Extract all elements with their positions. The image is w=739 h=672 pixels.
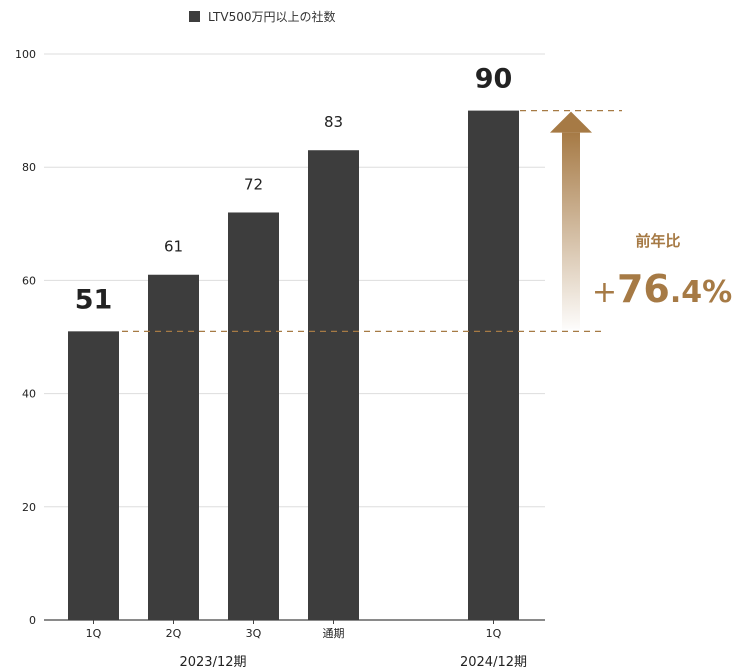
bar [308, 150, 359, 620]
y-tick-label: 80 [22, 161, 36, 174]
legend-swatch [189, 11, 200, 22]
x-tick-label: 3Q [246, 627, 262, 640]
growth-arrow-shaft [562, 132, 580, 330]
bar [228, 212, 279, 621]
x-group-label: 2024/12期 [460, 655, 527, 670]
y-tick-label: 0 [29, 614, 36, 627]
data-label: 90 [475, 64, 513, 95]
legend-label: LTV500万円以上の社数 [208, 9, 335, 24]
x-tick-label: 1Q [486, 627, 502, 640]
yoy-annotation: 前年比 +76.4% [122, 109, 732, 332]
gridlines [44, 53, 545, 621]
y-tick-label: 100 [15, 48, 36, 61]
data-label: 83 [324, 113, 343, 131]
growth-arrow-head-icon [550, 111, 592, 133]
data-label: 61 [164, 238, 183, 256]
bar [468, 110, 519, 620]
bar [68, 331, 119, 620]
y-tick-label: 40 [22, 388, 36, 401]
yoy-title: 前年比 [635, 232, 680, 250]
data-label: 51 [75, 284, 113, 315]
x-axis: 1Q 2Q 3Q 通期 1Q 2023/12期 2024/12期 [86, 620, 527, 670]
bars: 51 61 72 83 90 [68, 64, 519, 621]
data-label: 72 [244, 175, 263, 193]
legend: LTV500万円以上の社数 [189, 9, 335, 24]
x-tick-label: 通期 [323, 627, 345, 640]
bar [148, 274, 199, 620]
yoy-value: +76.4% [592, 267, 732, 311]
x-group-label: 2023/12期 [179, 655, 246, 670]
y-axis: 0 20 40 60 80 100 [15, 48, 36, 627]
x-tick-label: 2Q [166, 627, 182, 640]
x-tick-label: 1Q [86, 627, 102, 640]
y-tick-label: 20 [22, 501, 36, 514]
y-tick-label: 60 [22, 274, 36, 287]
